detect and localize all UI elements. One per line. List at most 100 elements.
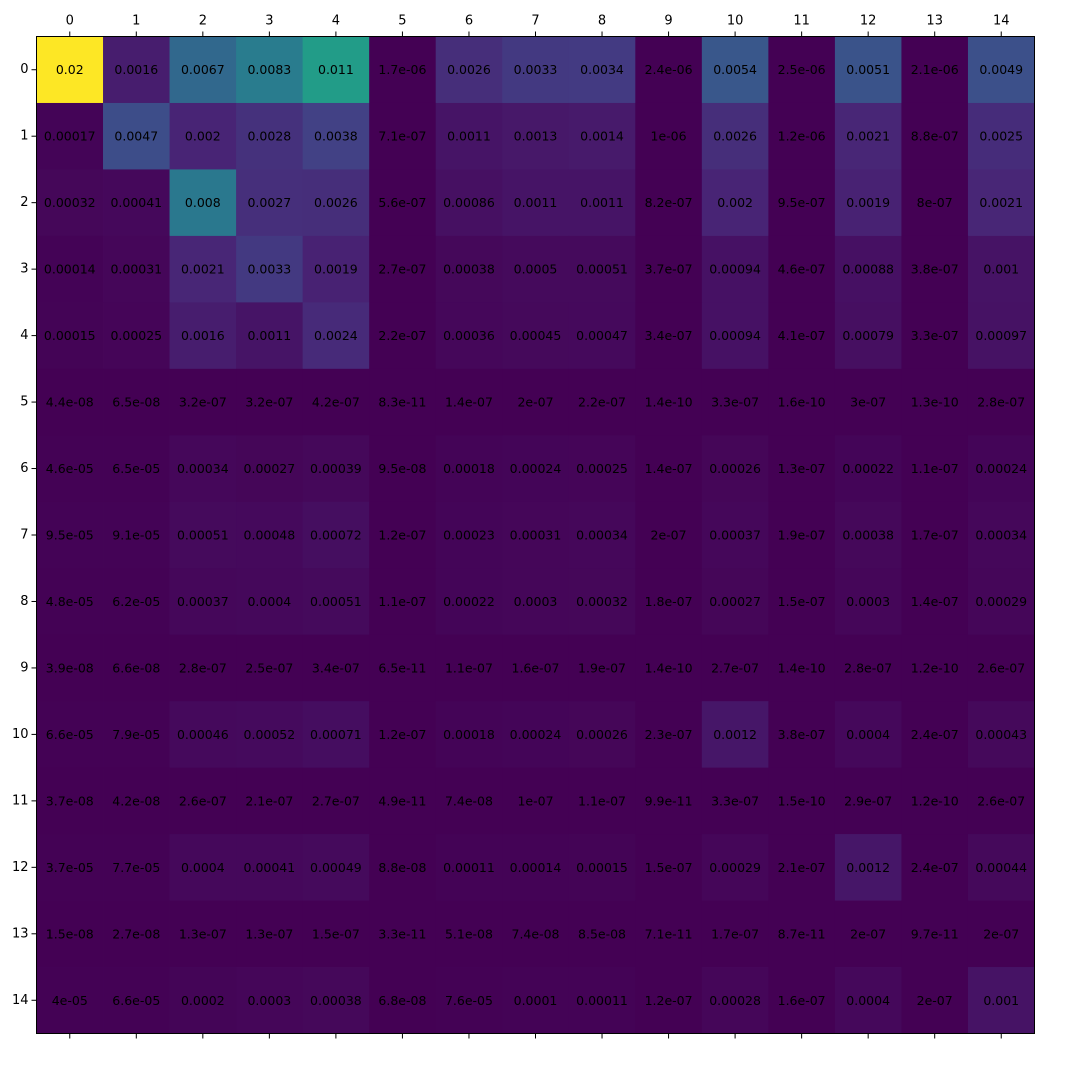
- cell-value-label: 0.00043: [975, 727, 1027, 742]
- heatmap-cell: [369, 368, 437, 436]
- cell-value-label: 7.1e-11: [645, 926, 693, 941]
- heatmap-cell: [568, 435, 636, 503]
- cell-value-label: 0.0012: [713, 727, 757, 742]
- cell-value-label: 0.0051: [846, 62, 890, 77]
- cell-value-label: 1.3e-07: [179, 926, 227, 941]
- heatmap-cell: [967, 435, 1035, 503]
- cell-value-label: 0.0005: [514, 262, 558, 277]
- heatmap-cell: [36, 900, 104, 968]
- heatmap-cell: [169, 169, 237, 237]
- cell-value-label: 0.00018: [443, 461, 495, 476]
- heatmap-cell: [302, 834, 370, 901]
- heatmap-cell: [435, 967, 503, 1034]
- heatmap-cell: [568, 568, 636, 636]
- heatmap-cell: [169, 634, 237, 702]
- cell-value-label: 0.00071: [310, 727, 362, 742]
- cell-value-label: 1.7e-07: [711, 926, 759, 941]
- heatmap-cell: [302, 169, 370, 237]
- heatmap-cell: [901, 634, 969, 702]
- heatmap-cell: [435, 36, 503, 104]
- heatmap-cell: [103, 435, 170, 503]
- heatmap-cell: [169, 701, 237, 769]
- y-tick-label: 10: [12, 727, 29, 742]
- heatmap-cell: [568, 169, 636, 237]
- heatmap-cell: [901, 900, 969, 968]
- cell-value-label: 0.00072: [310, 528, 362, 543]
- heatmap-cell: [435, 501, 503, 569]
- heatmap-cell: [236, 501, 304, 569]
- cell-value-label: 2.4e-07: [911, 727, 959, 742]
- heatmap-cell: [369, 701, 437, 769]
- heatmap-cell: [103, 701, 170, 769]
- heatmap-cell: [369, 235, 437, 303]
- cell-value-label: 1.8e-07: [645, 594, 693, 609]
- heatmap-cell: [169, 435, 237, 503]
- cell-value-label: 3.8e-07: [778, 727, 826, 742]
- x-tick-label: 0: [66, 14, 74, 29]
- heatmap-cell: [967, 568, 1035, 636]
- cell-value-label: 0.00079: [842, 328, 894, 343]
- heatmap-cell: [701, 767, 769, 835]
- heatmap-cell: [768, 235, 836, 303]
- heatmap-cell: [768, 767, 836, 835]
- cell-value-label: 0.00024: [975, 461, 1027, 476]
- cell-value-label: 8.5e-08: [578, 926, 626, 941]
- heatmap-cell: [302, 701, 370, 769]
- x-tick-label: 13: [926, 14, 943, 29]
- cell-value-label: 2.5e-07: [245, 660, 293, 675]
- cell-value-label: 2.5e-06: [778, 62, 826, 77]
- cell-value-label: 0.00025: [576, 461, 628, 476]
- heatmap-cell: [302, 302, 370, 370]
- heatmap-cell: [768, 302, 836, 370]
- cell-value-label: 8.8e-07: [911, 129, 959, 144]
- heatmap-cell: [236, 36, 304, 104]
- cell-value-label: 7.6e-05: [445, 993, 493, 1008]
- heatmap-cell: [502, 36, 570, 104]
- cell-value-label: 1.4e-10: [645, 395, 693, 410]
- x-tick-label: 10: [727, 14, 744, 29]
- cell-value-label: 0.00051: [576, 262, 628, 277]
- cell-value-label: 4.6e-07: [778, 262, 826, 277]
- heatmap-cell: [568, 967, 636, 1034]
- heatmap-cell: [701, 36, 769, 104]
- heatmap-cell: [369, 900, 437, 968]
- cell-value-label: 4.6e-05: [46, 461, 94, 476]
- cell-value-label: 0.00018: [443, 727, 495, 742]
- cell-value-label: 0.0083: [247, 62, 291, 77]
- cell-value-label: 8.8e-08: [378, 860, 426, 875]
- cell-value-label: 7.4e-08: [445, 793, 493, 808]
- cell-value-label: 0.00026: [576, 727, 628, 742]
- heatmap-cell: [967, 634, 1035, 702]
- heatmap-cell: [568, 767, 636, 835]
- cell-value-label: 3.3e-07: [711, 395, 759, 410]
- cell-value-label: 0.00094: [709, 328, 761, 343]
- heatmap-cell: [369, 767, 437, 835]
- heatmap-cell: [834, 36, 902, 104]
- heatmap-cell: [302, 368, 370, 436]
- cell-value-label: 0.00032: [576, 594, 628, 609]
- heatmap-cell: [103, 900, 170, 968]
- heatmap-cell: [768, 435, 836, 503]
- heatmap-cell: [635, 900, 703, 968]
- heatmap-cell: [502, 368, 570, 436]
- x-tick-label: 9: [664, 14, 672, 29]
- heatmap-cell: [635, 435, 703, 503]
- cell-value-label: 6.5e-11: [378, 660, 426, 675]
- cell-value-label: 1e-07: [517, 793, 553, 808]
- cell-value-label: 0.0014: [580, 129, 624, 144]
- cell-value-label: 6.5e-05: [112, 461, 160, 476]
- heatmap-cell: [302, 235, 370, 303]
- cell-value-label: 1.1e-07: [911, 461, 959, 476]
- cell-value-label: 1.7e-06: [378, 62, 426, 77]
- cell-value-label: 2.7e-07: [378, 262, 426, 277]
- cell-value-label: 0.00027: [709, 594, 761, 609]
- y-tick-label: 0: [20, 62, 28, 77]
- cell-value-label: 1.2e-07: [645, 993, 693, 1008]
- heatmap-cell: [169, 302, 237, 370]
- heatmap-cell: [36, 834, 104, 901]
- heatmap-cell: [36, 701, 104, 769]
- heatmap-cell: [568, 235, 636, 303]
- heatmap-cell: [169, 368, 237, 436]
- heatmap-cell: [369, 36, 437, 104]
- cell-value-label: 1.1e-07: [578, 793, 626, 808]
